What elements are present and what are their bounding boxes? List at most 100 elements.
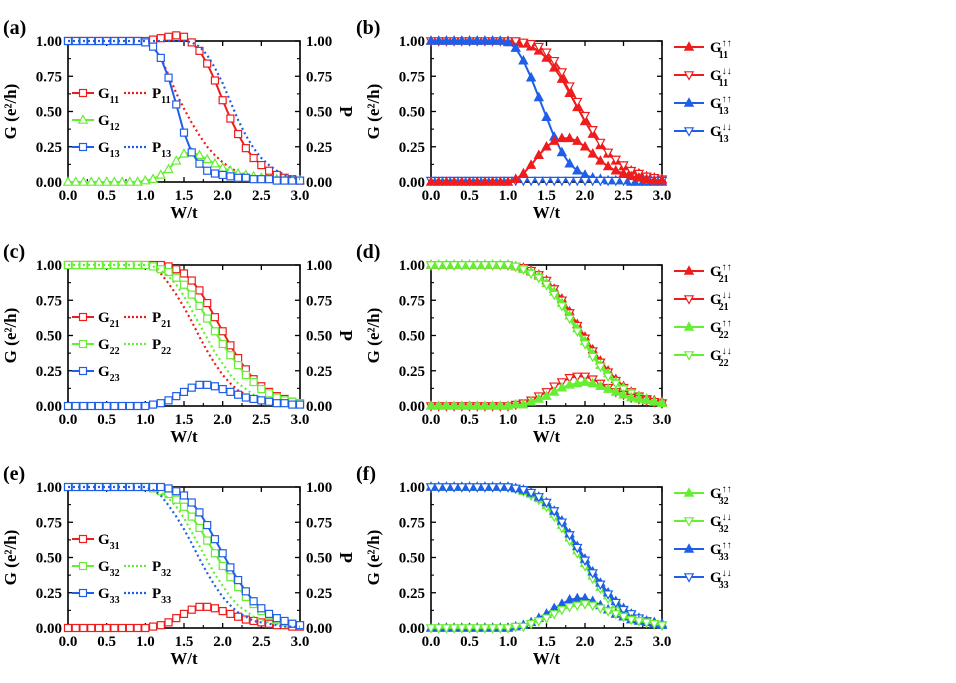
- data-point: [541, 48, 552, 59]
- legend-marker: [78, 88, 88, 98]
- x-tick-label: 2.0: [576, 188, 595, 204]
- data-point: [226, 609, 235, 619]
- data-point: [187, 605, 196, 614]
- data-point: [625, 170, 637, 181]
- data-point: [148, 622, 158, 631]
- legend-label-sup: ↑↑: [722, 318, 732, 329]
- data-point: [525, 488, 537, 499]
- legend-marker: [683, 351, 695, 361]
- legend-label-sub: 31: [110, 541, 120, 552]
- data-point: [618, 612, 629, 623]
- data-point: [172, 487, 181, 496]
- y-tick-label: 1.00: [36, 480, 62, 496]
- panel-label: (b): [356, 17, 380, 39]
- series-G32-5: [425, 600, 668, 634]
- data-point: [572, 327, 583, 338]
- x-tick-label: 2.5: [252, 412, 271, 428]
- legend-label-sub: 32: [719, 496, 729, 507]
- data-point: [618, 388, 629, 399]
- data-point: [203, 314, 212, 323]
- legend-label-base: G: [710, 292, 722, 308]
- data-point: [510, 622, 521, 633]
- y2-tick-label: 1.00: [306, 258, 332, 274]
- data-point: [425, 400, 437, 410]
- legend-label-base: G: [98, 140, 110, 156]
- x-tick-label: 2.0: [213, 412, 232, 428]
- legend-label: G32: [98, 559, 120, 579]
- data-point: [572, 543, 583, 554]
- y-tick-label: 0.25: [399, 364, 425, 380]
- data-point: [602, 383, 614, 393]
- y2-tick-label: 1.00: [306, 480, 332, 496]
- data-point: [118, 623, 127, 633]
- legend-label-sup: ↓↓: [722, 568, 732, 579]
- legend-label-sub: 13: [719, 106, 729, 117]
- data-point: [257, 384, 266, 394]
- data-point: [595, 580, 606, 591]
- legend-label-sub: 33: [110, 595, 120, 606]
- data-point: [433, 176, 444, 186]
- data-point: [210, 549, 220, 558]
- data-point: [479, 176, 491, 186]
- y2-axis-label: P: [336, 106, 356, 117]
- data-point: [280, 399, 289, 408]
- x-tick-label: 2.5: [614, 188, 633, 204]
- y-tick-label: 0.00: [36, 175, 62, 191]
- data-point: [141, 401, 150, 411]
- data-point: [541, 498, 552, 509]
- data-point: [502, 36, 514, 47]
- data-point: [448, 261, 460, 271]
- x-tick-label: 1.0: [499, 412, 518, 428]
- legend-label: G↑↑ 33: [710, 540, 732, 563]
- data-point: [272, 614, 281, 623]
- x-tick-label: 0.0: [59, 634, 78, 650]
- data-point: [533, 393, 545, 403]
- data-point: [587, 352, 598, 363]
- legend-label-base: G: [710, 514, 722, 530]
- data-point: [564, 157, 575, 168]
- plot-area: [63, 260, 305, 411]
- data-point: [433, 35, 444, 45]
- data-point: [63, 623, 73, 633]
- data-point: [441, 35, 452, 45]
- data-point: [533, 42, 545, 53]
- data-point: [595, 176, 606, 187]
- x-tick-label: 0.0: [59, 188, 78, 204]
- data-point: [187, 148, 196, 157]
- data-point: [579, 140, 591, 151]
- data-point: [610, 176, 622, 187]
- legend-label-base: P: [152, 86, 161, 102]
- series-G33-down-3: [425, 483, 668, 631]
- data-point: [510, 42, 521, 52]
- data-point: [572, 97, 583, 108]
- data-point: [433, 261, 444, 271]
- data-point: [234, 129, 243, 139]
- legend-label: G↑↑ 11: [710, 38, 732, 61]
- data-point: [195, 46, 204, 55]
- series-P11-1: [68, 39, 300, 182]
- data-point: [572, 164, 583, 175]
- data-point: [610, 379, 622, 390]
- panel-d: (d) 0.0 0.5 1.0 1.5 2.0 2.5 3.0 W/t 0.00 0.25 0.50 0…: [356, 241, 732, 446]
- y2-tick-label: 0.75: [306, 515, 332, 531]
- data-point: [132, 176, 143, 186]
- series-P33-4: [68, 485, 300, 628]
- data-point: [456, 176, 468, 186]
- panel-c: (c) 0.0 0.5 1.0 1.5 2.0 2.5 3.0 W/t 0.00 0.00 0.25 0…: [1, 241, 356, 446]
- data-point: [234, 361, 243, 370]
- data-point: [448, 35, 460, 45]
- series-G23-4: [63, 380, 305, 411]
- data-point: [649, 619, 660, 630]
- data-point: [564, 82, 575, 92]
- data-point: [179, 609, 189, 619]
- legend: G↑↑ 21G↓↓ 21G↑↑ 22G↓↓ 22: [674, 262, 732, 369]
- data-point: [195, 380, 204, 389]
- legend-label: P22: [152, 337, 171, 357]
- data-point: [495, 400, 506, 410]
- legend-marker: [683, 543, 695, 553]
- data-point: [102, 401, 111, 411]
- data-point: [479, 483, 491, 493]
- legend-label: P13: [152, 140, 171, 160]
- legend-label-sub: 11: [719, 50, 728, 61]
- series-G13-4: [425, 132, 668, 186]
